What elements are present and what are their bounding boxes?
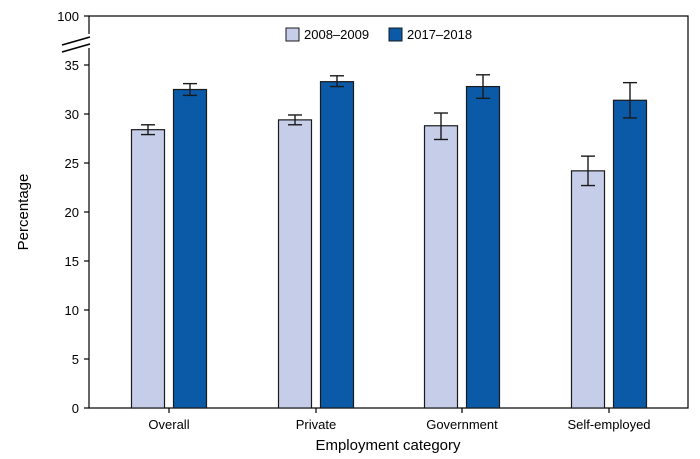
error-bar (581, 155, 595, 187)
y-axis-title: Percentage (15, 174, 32, 251)
y-tick-label: 25 (65, 156, 79, 171)
bar-2017-2018 (172, 88, 208, 409)
bar-2008-2009 (130, 129, 166, 409)
bar-2017-2018 (319, 81, 355, 409)
legend-label: 2008–2009 (304, 27, 369, 42)
x-tick-label: Private (296, 417, 336, 432)
x-axis-title: Employment category (315, 437, 461, 454)
error-bar (183, 82, 197, 97)
bar-2008-2009 (570, 170, 606, 409)
bar-2008-2009 (423, 125, 459, 409)
x-tick-label: Overall (148, 417, 189, 432)
y-tick-label: 5 (72, 352, 79, 367)
error-bar (141, 124, 155, 136)
y-tick-label: 35 (65, 58, 79, 73)
error-bar (288, 114, 302, 126)
error-bar (434, 112, 448, 141)
bar-2017-2018 (465, 85, 501, 409)
legend-label: 2017–2018 (407, 27, 472, 42)
x-axis-tick-labels: Overall Private Government Self-employed (148, 408, 651, 432)
bar-2008-2009 (277, 119, 313, 409)
bar-2017-2018 (612, 99, 648, 409)
legend-item: 2008–2009 (285, 27, 369, 42)
x-tick-label: Government (426, 417, 498, 432)
error-bar (330, 75, 344, 88)
y-tick-label: 15 (65, 254, 79, 269)
axis-break: 100 (57, 9, 96, 53)
legend-item: 2017–2018 (388, 27, 472, 42)
error-bar (623, 81, 637, 119)
y-tick-label: 10 (65, 303, 79, 318)
y-tick-label: 20 (65, 205, 79, 220)
error-bar (476, 74, 490, 100)
y-tick-label: 0 (72, 401, 79, 416)
x-tick-label: Self-employed (567, 417, 650, 432)
legend-swatch (285, 27, 300, 42)
y-tick-label: 30 (65, 107, 79, 122)
y-axis: 0 5 10 15 20 25 30 35 (65, 58, 89, 416)
y-break-top-label: 100 (57, 9, 79, 24)
legend: 2008–2009 2017–2018 (285, 27, 472, 42)
legend-swatch (388, 27, 403, 42)
bars (130, 74, 648, 409)
